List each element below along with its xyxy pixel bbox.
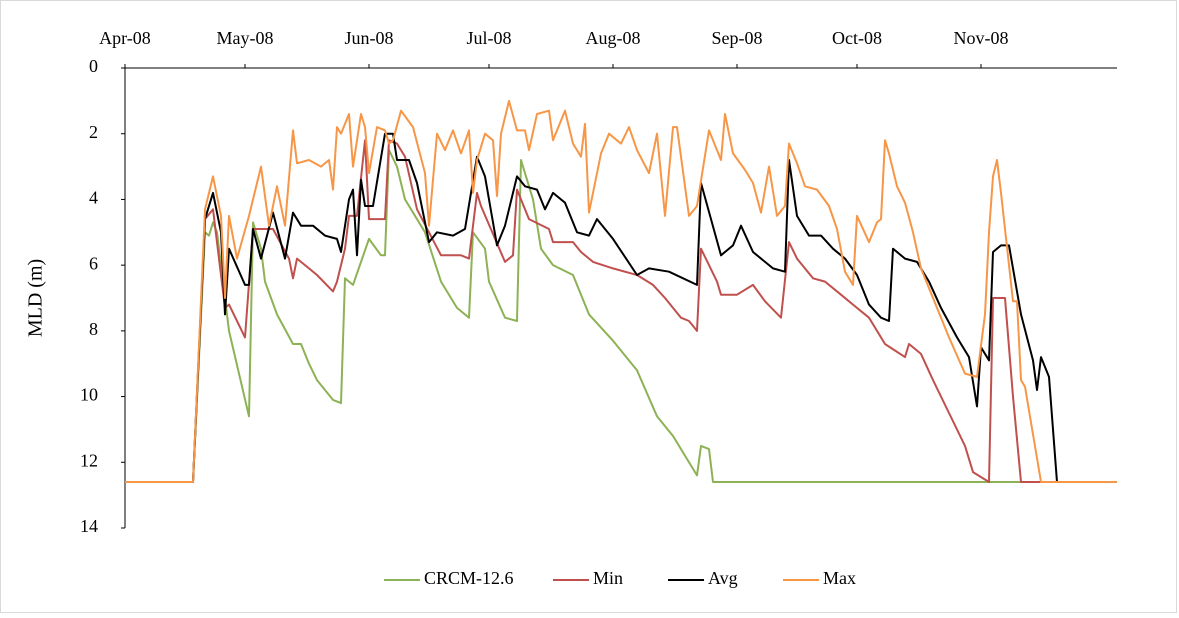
legend-label: Avg xyxy=(708,568,738,588)
legend-label: Min xyxy=(593,568,623,588)
y-tick-label: 12 xyxy=(80,450,98,470)
data-line xyxy=(125,99,1117,483)
data-line xyxy=(125,132,1117,483)
y-tick-label: 0 xyxy=(89,56,98,76)
x-tick-label: May-08 xyxy=(217,28,274,48)
x-tick-label: Aug-08 xyxy=(586,28,641,48)
data-line xyxy=(125,149,1117,483)
x-tick-label: Jun-08 xyxy=(345,28,394,48)
x-tick-label: Sep-08 xyxy=(712,28,763,48)
x-tick-label: Nov-08 xyxy=(954,28,1009,48)
legend-label: Max xyxy=(823,568,856,588)
y-tick-label: 10 xyxy=(80,385,98,405)
data-line xyxy=(125,139,1117,483)
x-tick-label: Oct-08 xyxy=(832,28,882,48)
x-tick-label: Jul-08 xyxy=(467,28,512,48)
y-tick-label: 4 xyxy=(89,188,98,208)
y-tick-label: 8 xyxy=(89,319,98,339)
y-tick-label: 6 xyxy=(89,253,98,273)
y-axis-label: MLD (m) xyxy=(25,259,47,337)
y-tick-label: 2 xyxy=(89,122,98,142)
legend-label: CRCM-12.6 xyxy=(424,568,514,588)
y-tick-label: 14 xyxy=(80,516,98,536)
x-tick-label: Apr-08 xyxy=(99,28,151,48)
